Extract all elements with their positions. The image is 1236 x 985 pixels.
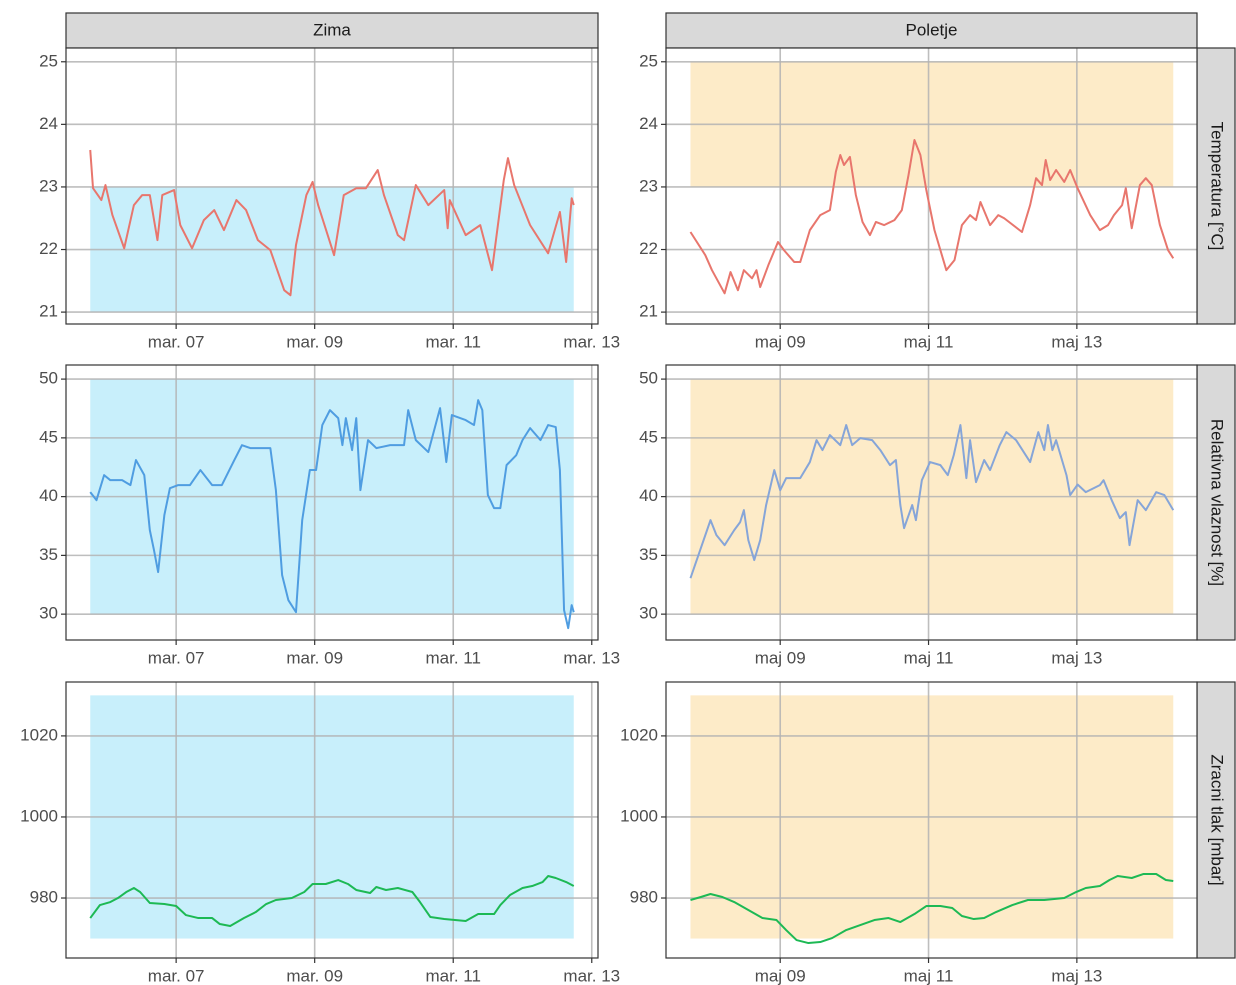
panel-border <box>665 681 1198 959</box>
y-tick-label: 40 <box>639 486 658 505</box>
x-tick-label: maj 11 <box>904 648 954 667</box>
column-strip-label: Poletje <box>906 20 958 39</box>
x-tick-label: maj 11 <box>904 966 954 985</box>
panel-border <box>65 364 599 641</box>
row-strip <box>1196 364 1236 641</box>
y-tick-label: 22 <box>639 239 658 258</box>
y-tick-label: 23 <box>39 176 58 195</box>
data-line <box>89 149 575 297</box>
y-tick-label: 24 <box>639 114 658 133</box>
x-tick-label: mar. 11 <box>426 966 481 985</box>
y-tick-label: 25 <box>639 51 658 70</box>
data-line <box>690 872 1174 945</box>
y-tick-label: 35 <box>39 545 58 564</box>
y-tick-label: 45 <box>639 427 658 446</box>
y-tick-label: 980 <box>630 888 658 907</box>
y-tick-label: 980 <box>30 888 58 907</box>
x-tick-label: mar. 07 <box>148 966 205 985</box>
y-tick-label: 24 <box>39 114 58 133</box>
x-tick-label: maj 13 <box>1051 332 1102 351</box>
column-strip <box>65 12 599 49</box>
panel-border <box>665 47 1198 325</box>
x-tick-label: mar. 09 <box>286 332 343 351</box>
data-line <box>689 139 1175 295</box>
x-tick-label: mar. 09 <box>286 966 343 985</box>
x-tick-label: maj 09 <box>755 332 806 351</box>
x-tick-label: mar. 13 <box>563 966 620 985</box>
row-strip-label: Zracni tlak [mbar] <box>1208 754 1227 885</box>
y-tick-label: 45 <box>39 427 58 446</box>
row-strip-label: Relativna vlaznost [%] <box>1208 419 1227 586</box>
y-tick-label: 40 <box>39 486 58 505</box>
y-tick-label: 35 <box>639 545 658 564</box>
column-strip <box>665 12 1198 49</box>
x-tick-label: mar. 09 <box>286 648 343 667</box>
row-strip <box>1196 681 1236 959</box>
y-tick-label: 1000 <box>20 806 58 825</box>
y-tick-label: 50 <box>639 369 658 388</box>
x-tick-label: mar. 07 <box>148 648 205 667</box>
x-tick-label: maj 13 <box>1051 648 1102 667</box>
y-tick-label: 1000 <box>620 806 658 825</box>
y-tick-label: 21 <box>39 302 58 321</box>
x-tick-label: maj 13 <box>1051 966 1102 985</box>
y-tick-label: 30 <box>39 604 58 623</box>
row-strip-label: Temperatura [°C] <box>1208 122 1227 251</box>
data-line <box>89 399 575 630</box>
panel-border <box>65 681 599 959</box>
data-line <box>689 424 1175 579</box>
panel-border <box>65 47 599 325</box>
x-tick-label: maj 09 <box>755 648 806 667</box>
column-strip-label: Zima <box>313 20 351 39</box>
x-tick-label: mar. 13 <box>563 648 620 667</box>
x-tick-label: mar. 11 <box>426 648 481 667</box>
x-tick-label: mar. 11 <box>426 332 481 351</box>
y-tick-label: 21 <box>639 302 658 321</box>
y-tick-label: 25 <box>39 51 58 70</box>
y-tick-label: 1020 <box>20 725 58 744</box>
x-tick-label: maj 11 <box>904 332 954 351</box>
data-line <box>89 875 575 928</box>
panel-border <box>665 364 1198 641</box>
y-tick-label: 30 <box>639 604 658 623</box>
x-tick-label: mar. 07 <box>148 332 205 351</box>
y-tick-label: 50 <box>39 369 58 388</box>
x-tick-label: mar. 13 <box>563 332 620 351</box>
row-strip <box>1196 47 1236 325</box>
x-tick-label: maj 09 <box>755 966 806 985</box>
y-tick-label: 23 <box>639 176 658 195</box>
y-tick-label: 1020 <box>620 725 658 744</box>
y-tick-label: 22 <box>39 239 58 258</box>
